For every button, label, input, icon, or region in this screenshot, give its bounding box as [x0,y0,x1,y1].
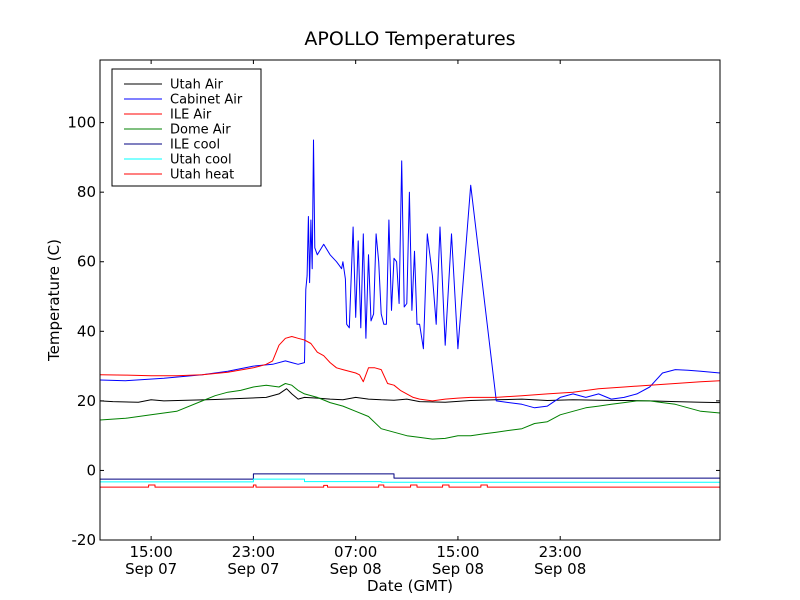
series-line-utah-cool [100,478,720,483]
x-tick-label-time: 15:00 [130,543,173,561]
legend-label-utah-air: Utah Air [170,78,223,93]
x-tick-label-time: 15:00 [436,543,479,561]
x-tick-label-time: 23:00 [539,543,582,561]
x-axis-label: Date (GMT) [367,577,453,595]
x-tick-label-date: Sep 08 [534,560,586,578]
series-line-cabinet-air [100,139,720,409]
legend-label-utah-heat: Utah heat [170,168,234,183]
legend-label-ile-air: ILE Air [170,108,212,123]
y-tick-label: -20 [72,531,97,549]
y-tick-label: 80 [77,183,96,201]
y-tick-label: 20 [77,392,96,410]
legend-label-cabinet-air: Cabinet Air [170,93,243,108]
x-tick-label-time: 23:00 [232,543,275,561]
series-line-utah-heat [100,484,720,488]
series-line-ile-cool [100,473,720,480]
chart-title: APOLLO Temperatures [304,28,515,50]
legend-label-utah-cool: Utah cool [170,153,232,168]
y-tick-label: 0 [86,461,96,479]
x-tick-label-date: Sep 07 [227,560,279,578]
y-tick-label: 100 [67,114,96,132]
plot-frame [99,59,721,541]
series-line-ile-air [100,336,720,402]
x-tick-label-date: Sep 08 [432,560,484,578]
y-axis-label: Temperature (C) [45,239,63,362]
legend-label-dome-air: Dome Air [170,123,231,138]
legend-box [111,68,262,187]
legend-label-ile-cool: ILE cool [170,138,220,153]
x-tick-label-date: Sep 07 [125,560,177,578]
x-tick-label-time: 07:00 [334,543,377,561]
y-tick-label: 60 [77,253,96,271]
y-tick-label: 40 [77,322,96,340]
plot-area [100,139,720,488]
x-tick-label-date: Sep 08 [330,560,382,578]
series-line-utah-air [100,388,720,404]
series-line-dome-air [100,383,720,440]
